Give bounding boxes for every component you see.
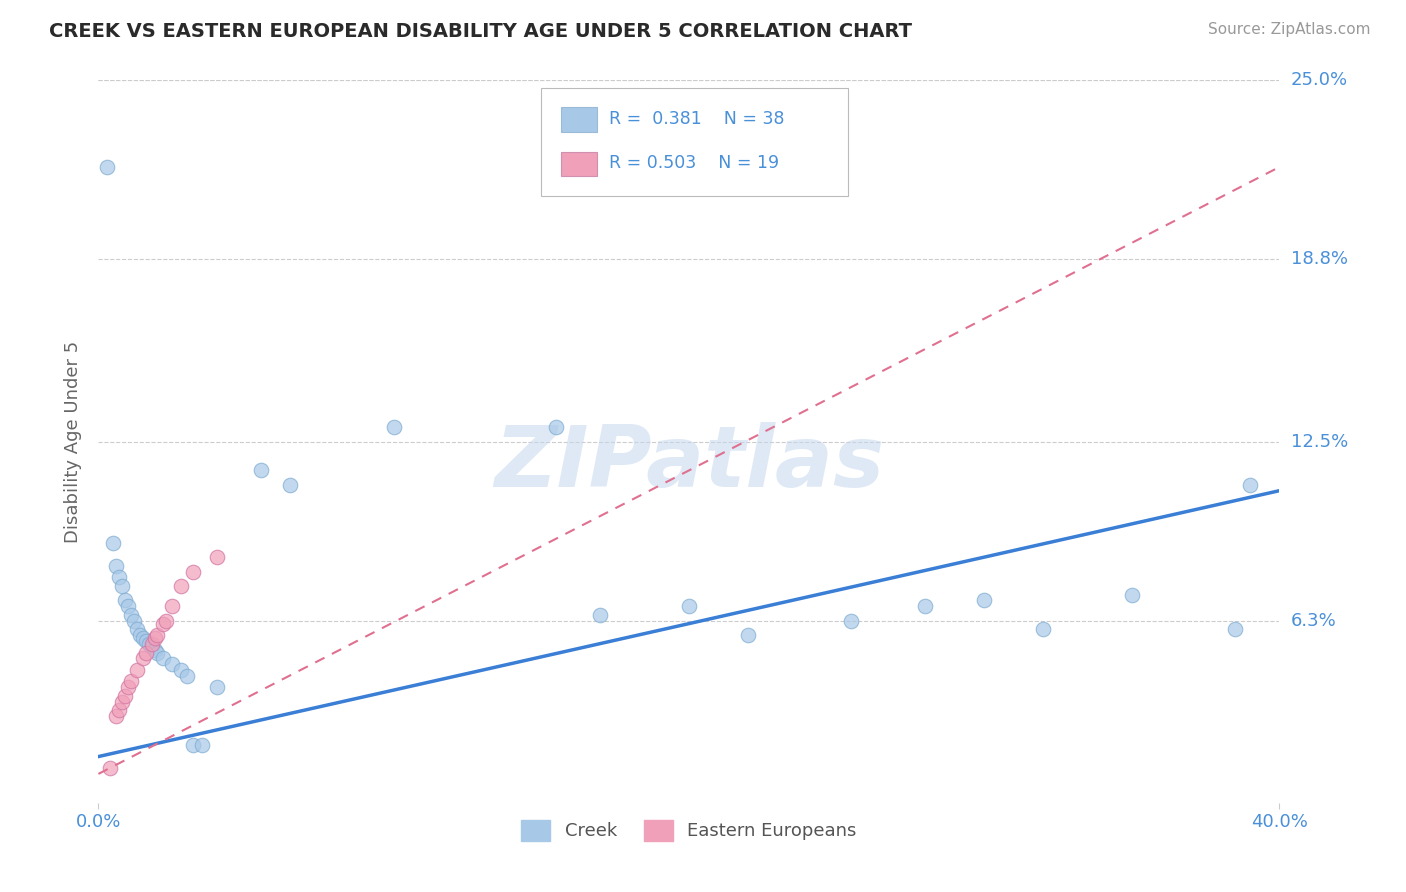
Point bbox=[141, 640, 163, 654]
Point bbox=[108, 703, 131, 717]
Point bbox=[914, 599, 936, 614]
Point bbox=[678, 599, 700, 614]
Legend: Creek, Eastern Europeans: Creek, Eastern Europeans bbox=[515, 813, 863, 848]
Point bbox=[96, 160, 118, 174]
Point bbox=[1225, 623, 1247, 637]
Text: 6.3%: 6.3% bbox=[1291, 612, 1336, 630]
Point bbox=[103, 535, 125, 549]
Point bbox=[132, 631, 155, 645]
Point bbox=[152, 651, 174, 665]
Point bbox=[162, 599, 183, 614]
Point bbox=[105, 709, 128, 723]
Y-axis label: Disability Age Under 5: Disability Age Under 5 bbox=[65, 341, 83, 542]
Point bbox=[146, 646, 169, 660]
Point bbox=[205, 680, 228, 694]
Point bbox=[143, 642, 166, 657]
Point bbox=[170, 579, 193, 593]
Point bbox=[120, 607, 142, 622]
Point bbox=[973, 593, 995, 607]
Point bbox=[132, 651, 155, 665]
Point bbox=[176, 668, 198, 682]
Point bbox=[135, 634, 157, 648]
Point bbox=[114, 593, 136, 607]
Point bbox=[120, 674, 142, 689]
Text: Source: ZipAtlas.com: Source: ZipAtlas.com bbox=[1208, 22, 1371, 37]
Point bbox=[1032, 623, 1054, 637]
Point bbox=[98, 761, 121, 775]
Point bbox=[382, 420, 405, 434]
Point bbox=[205, 550, 228, 565]
Point bbox=[105, 558, 128, 573]
Point bbox=[135, 646, 157, 660]
Point bbox=[181, 738, 204, 752]
Point bbox=[111, 695, 134, 709]
Point bbox=[111, 579, 134, 593]
Point bbox=[138, 637, 160, 651]
Text: 18.8%: 18.8% bbox=[1291, 251, 1347, 268]
Point bbox=[143, 631, 166, 645]
Point bbox=[280, 478, 302, 492]
Point bbox=[141, 637, 163, 651]
Text: 12.5%: 12.5% bbox=[1291, 433, 1348, 450]
Point bbox=[117, 599, 139, 614]
Point bbox=[162, 657, 183, 671]
Point bbox=[155, 614, 177, 628]
Text: 25.0%: 25.0% bbox=[1291, 71, 1348, 89]
Point bbox=[250, 463, 273, 477]
Point bbox=[122, 614, 145, 628]
Point bbox=[170, 663, 193, 677]
Point bbox=[1239, 478, 1261, 492]
Point bbox=[125, 663, 148, 677]
Point bbox=[128, 628, 150, 642]
Point bbox=[114, 689, 136, 703]
Point bbox=[546, 420, 568, 434]
Point bbox=[191, 738, 214, 752]
Point bbox=[841, 614, 863, 628]
Text: R =  0.381    N = 38: R = 0.381 N = 38 bbox=[609, 110, 785, 128]
Point bbox=[108, 570, 131, 584]
FancyBboxPatch shape bbox=[541, 87, 848, 196]
Text: R = 0.503    N = 19: R = 0.503 N = 19 bbox=[609, 154, 779, 172]
Point bbox=[589, 607, 612, 622]
Point bbox=[1121, 588, 1143, 602]
Point bbox=[737, 628, 759, 642]
FancyBboxPatch shape bbox=[561, 107, 596, 132]
Text: CREEK VS EASTERN EUROPEAN DISABILITY AGE UNDER 5 CORRELATION CHART: CREEK VS EASTERN EUROPEAN DISABILITY AGE… bbox=[49, 22, 912, 41]
Point bbox=[146, 628, 169, 642]
Point bbox=[181, 565, 204, 579]
Text: ZIPatlas: ZIPatlas bbox=[494, 422, 884, 505]
FancyBboxPatch shape bbox=[561, 152, 596, 177]
Point bbox=[152, 616, 174, 631]
Point bbox=[117, 680, 139, 694]
Point bbox=[125, 623, 148, 637]
